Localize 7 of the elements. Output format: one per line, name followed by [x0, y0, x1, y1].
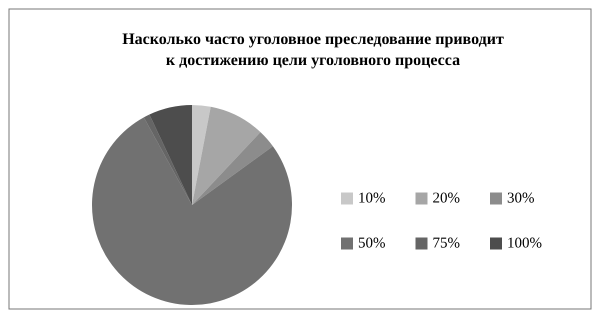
legend-label: 50%: [358, 236, 386, 252]
legend-label: 10%: [358, 190, 386, 206]
legend-label: 100%: [506, 236, 542, 252]
legend-label: 20%: [432, 190, 460, 206]
chart-title: Насколько часто уголовное преследование приводит к достижению цели уголовного процесса: [122, 31, 504, 69]
legend-label: 75%: [432, 236, 460, 252]
legend-label: 30%: [506, 190, 534, 206]
